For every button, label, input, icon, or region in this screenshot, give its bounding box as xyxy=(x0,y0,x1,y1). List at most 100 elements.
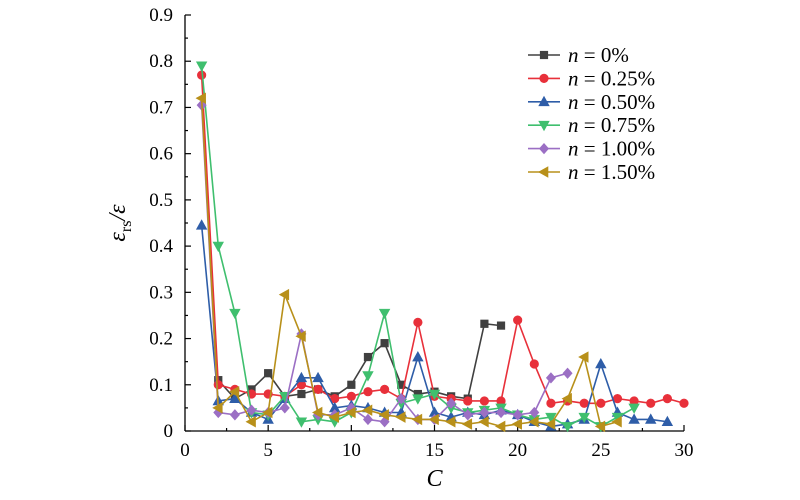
data-point xyxy=(379,416,390,428)
x-tick-label: 0 xyxy=(180,440,190,461)
y-tick-label: 0.3 xyxy=(149,282,173,303)
legend-item-4: n = 1.00% xyxy=(528,137,655,161)
data-point xyxy=(396,392,407,405)
legend-marker xyxy=(538,95,550,107)
data-point xyxy=(278,288,290,301)
legend-marker xyxy=(538,142,550,155)
data-point xyxy=(363,387,373,397)
data-point xyxy=(313,384,323,395)
data-point xyxy=(347,380,356,389)
legend-label: n = 1.00% xyxy=(568,137,655,161)
legend-label: n = 0.75% xyxy=(568,113,655,137)
data-point xyxy=(412,351,424,362)
data-point xyxy=(245,416,256,428)
data-point xyxy=(228,386,240,398)
legend-marker xyxy=(539,73,549,83)
series-line xyxy=(200,105,568,423)
data-point xyxy=(562,367,573,379)
data-point xyxy=(596,398,606,408)
data-point xyxy=(262,406,273,419)
data-point xyxy=(229,308,241,320)
data-point xyxy=(529,406,540,419)
y-axis-title: εrs/ε xyxy=(105,204,135,242)
data-point xyxy=(312,371,324,383)
data-point xyxy=(513,315,523,325)
data-point xyxy=(195,61,208,72)
legend-item-1: n = 0.25% xyxy=(528,66,655,90)
legend: n = 0%n = 0.25%n = 0.50%n = 0.75%n = 1.0… xyxy=(528,43,655,184)
y-tick-label: 0.8 xyxy=(149,51,173,72)
data-point xyxy=(264,369,273,378)
data-point xyxy=(229,409,240,421)
data-point xyxy=(479,396,490,406)
data-point xyxy=(662,394,672,404)
x-axis-title: C xyxy=(426,466,443,492)
data-point xyxy=(511,418,522,430)
data-point xyxy=(413,317,423,327)
axes: 0 5 10 15 20 25 30 0 0.1 0.2 0.3 0.4 0.5 0.6 0.7 0.8 0.9… xyxy=(105,5,694,492)
data-point xyxy=(411,413,423,426)
data-point xyxy=(363,352,373,362)
data-point xyxy=(361,404,373,416)
data-point xyxy=(645,413,657,424)
data-point xyxy=(380,339,389,348)
series-5 xyxy=(195,92,622,433)
data-point xyxy=(346,391,356,401)
data-point xyxy=(295,330,306,342)
legend-label: n = 0% xyxy=(568,43,629,67)
data-point xyxy=(246,404,257,416)
data-point xyxy=(496,406,507,419)
data-point xyxy=(546,398,556,408)
data-point xyxy=(611,416,622,428)
data-point xyxy=(479,406,490,419)
legend-label: n = 1.50% xyxy=(568,160,655,184)
data-point xyxy=(579,398,589,408)
data-point xyxy=(578,412,590,424)
data-point xyxy=(212,241,224,253)
data-point xyxy=(628,413,640,424)
plot-area xyxy=(195,61,689,433)
y-tick-label: 0 xyxy=(164,421,174,442)
legend-item-3: n = 0.75% xyxy=(528,113,655,137)
data-point xyxy=(595,357,607,369)
data-point xyxy=(428,389,441,401)
x-tick-label: 15 xyxy=(425,440,444,461)
x-tick-label: 5 xyxy=(263,440,273,461)
data-point xyxy=(295,417,308,428)
data-point xyxy=(297,389,306,399)
series-4 xyxy=(196,99,573,428)
x-tick-label: 10 xyxy=(342,440,361,461)
data-point xyxy=(213,380,223,390)
data-point xyxy=(212,402,223,414)
data-point xyxy=(195,219,208,230)
data-point xyxy=(195,92,206,104)
data-point xyxy=(412,394,424,405)
y-tick-label: 0.4 xyxy=(149,236,173,257)
data-point xyxy=(445,416,456,428)
data-point xyxy=(480,319,489,328)
data-point xyxy=(646,398,656,408)
data-point xyxy=(463,396,473,406)
data-point xyxy=(561,422,574,433)
data-point xyxy=(628,403,640,414)
legend-item-5: n = 1.50% xyxy=(528,160,655,184)
data-point xyxy=(496,321,506,330)
data-point xyxy=(279,402,290,414)
data-point xyxy=(362,371,374,382)
y-tick-label: 0.1 xyxy=(149,375,173,396)
x-tick-label: 20 xyxy=(508,440,527,461)
data-point xyxy=(345,406,356,419)
legend-label: n = 0.25% xyxy=(568,66,655,90)
series-0 xyxy=(214,319,506,403)
data-point xyxy=(528,416,539,428)
data-point xyxy=(561,392,572,405)
data-point xyxy=(544,418,556,430)
legend-item-0: n = 0% xyxy=(528,43,629,67)
data-point xyxy=(312,406,323,419)
data-point xyxy=(378,409,389,421)
legend-label: n = 0.50% xyxy=(568,90,655,114)
data-point xyxy=(679,398,689,408)
data-point xyxy=(328,411,340,423)
y-tick-label: 0.5 xyxy=(149,190,173,211)
data-point xyxy=(495,420,506,433)
